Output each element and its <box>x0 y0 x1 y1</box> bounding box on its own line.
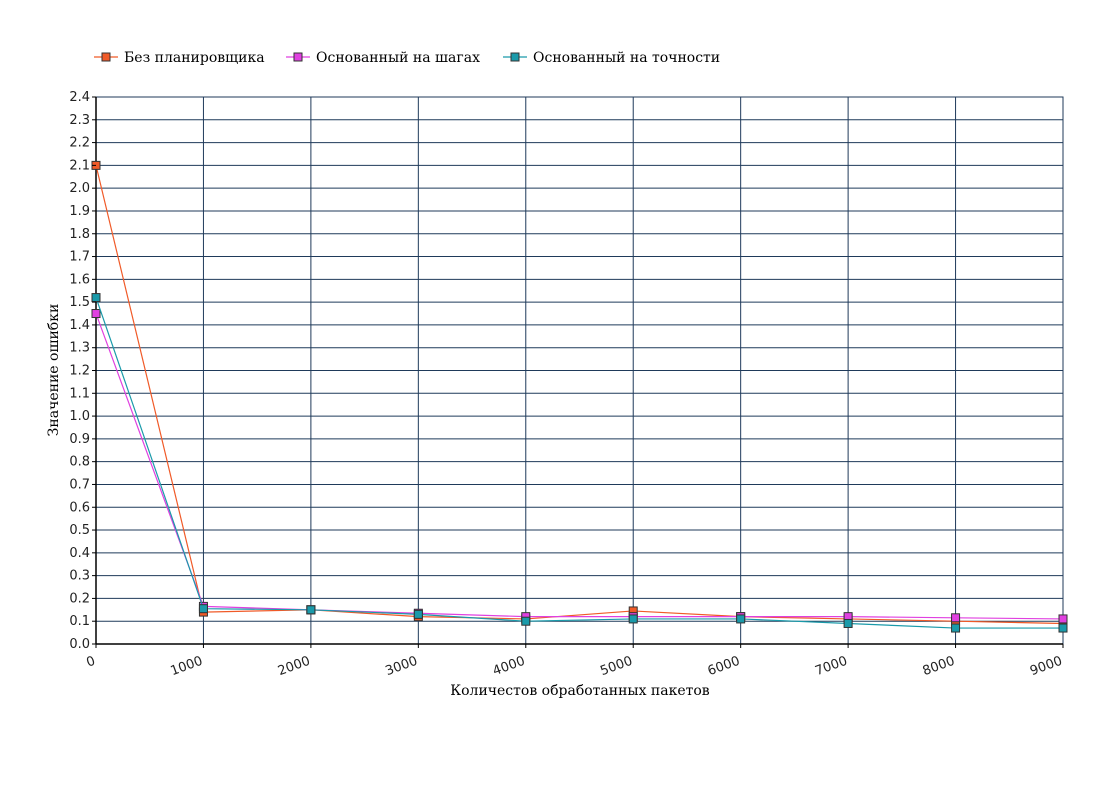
data-point <box>306 605 316 615</box>
data-point <box>91 293 101 303</box>
data-point <box>843 618 853 628</box>
legend-label: Основанный на шагах <box>316 50 480 66</box>
y-tick-label: 0.8 <box>69 455 90 470</box>
y-tick-label: 0.6 <box>69 500 90 515</box>
y-tick-label: 1.9 <box>69 204 90 219</box>
data-point <box>951 623 961 633</box>
legend-marker <box>510 52 520 62</box>
y-tick-label: 2.0 <box>69 181 90 196</box>
data-point <box>951 613 961 623</box>
x-tick-label: 6000 <box>706 654 742 679</box>
y-tick-label: 1.5 <box>69 295 90 310</box>
data-point <box>736 614 746 624</box>
x-axis-label: Количестов обработанных пакетов <box>450 683 710 699</box>
legend-label: Основанный на точности <box>533 50 720 66</box>
y-tick-label: 1.7 <box>69 250 90 265</box>
y-tick-label: 0.2 <box>69 591 90 606</box>
data-point <box>1058 623 1068 633</box>
x-tick-label: 2000 <box>276 654 312 679</box>
legend-item: Основанный на шагах <box>286 50 480 66</box>
y-tick-label: 0.1 <box>69 614 90 629</box>
data-point <box>91 309 101 319</box>
y-tick-label: 2.1 <box>69 158 90 173</box>
x-tick-label: 9000 <box>1028 654 1064 679</box>
data-point <box>413 609 423 619</box>
x-tick-label: 3000 <box>383 654 419 679</box>
y-axis-label: Значение ошибки <box>46 304 62 437</box>
y-tick-label: 0.7 <box>69 477 90 492</box>
legend-marker <box>101 52 111 62</box>
y-tick-label: 2.4 <box>69 90 90 105</box>
x-axis-ticks: 0 1000 2000 3000 4000 5000 6000 7000 8000 9000 <box>84 644 1064 679</box>
series-line <box>95 297 1063 629</box>
series-line <box>95 313 1064 620</box>
y-tick-label: 2.2 <box>69 136 90 151</box>
y-tick-label: 1.8 <box>69 227 90 242</box>
x-tick-label: 8000 <box>921 654 957 679</box>
y-tick-label: 0.9 <box>69 432 90 447</box>
y-tick-label: 2.3 <box>69 113 90 128</box>
series-layer <box>91 160 1068 633</box>
legend: Без планировщика Основанный на шагах Основ… <box>94 50 720 66</box>
y-tick-label: 1.1 <box>69 386 90 401</box>
legend-label: Без планировщика <box>124 50 265 66</box>
data-point <box>628 614 638 624</box>
legend-marker <box>293 52 303 62</box>
x-tick-label: 5000 <box>598 654 634 679</box>
legend-item: Основанный на точности <box>503 50 720 66</box>
y-tick-label: 0.5 <box>69 523 90 538</box>
y-tick-label: 1.4 <box>69 318 90 333</box>
series-line <box>95 165 1064 625</box>
y-tick-label: 1.0 <box>69 409 90 424</box>
y-tick-label: 1.6 <box>69 272 90 287</box>
data-point <box>521 616 531 626</box>
y-tick-label: 0.4 <box>69 546 90 561</box>
legend-item: Без планировщика <box>94 50 265 66</box>
y-tick-label: 0.0 <box>69 637 90 652</box>
y-axis-ticks: 0.0 0.1 0.2 0.3 0.4 0.5 0.6 0.7 0.8 0.9 1.0 1.1 1.2 1… <box>69 90 96 652</box>
x-tick-label: 4000 <box>491 654 527 679</box>
x-tick-label: 0 <box>84 654 97 671</box>
y-tick-label: 0.3 <box>69 569 90 584</box>
y-tick-label: 1.3 <box>69 341 90 356</box>
x-tick-label: 7000 <box>813 654 849 679</box>
y-tick-label: 1.2 <box>69 364 90 379</box>
data-point <box>1058 614 1068 624</box>
data-point <box>198 604 208 614</box>
series-2 <box>91 293 1068 633</box>
series-0 <box>91 160 1068 628</box>
grid <box>95 96 1064 645</box>
x-tick-label: 1000 <box>169 654 205 679</box>
